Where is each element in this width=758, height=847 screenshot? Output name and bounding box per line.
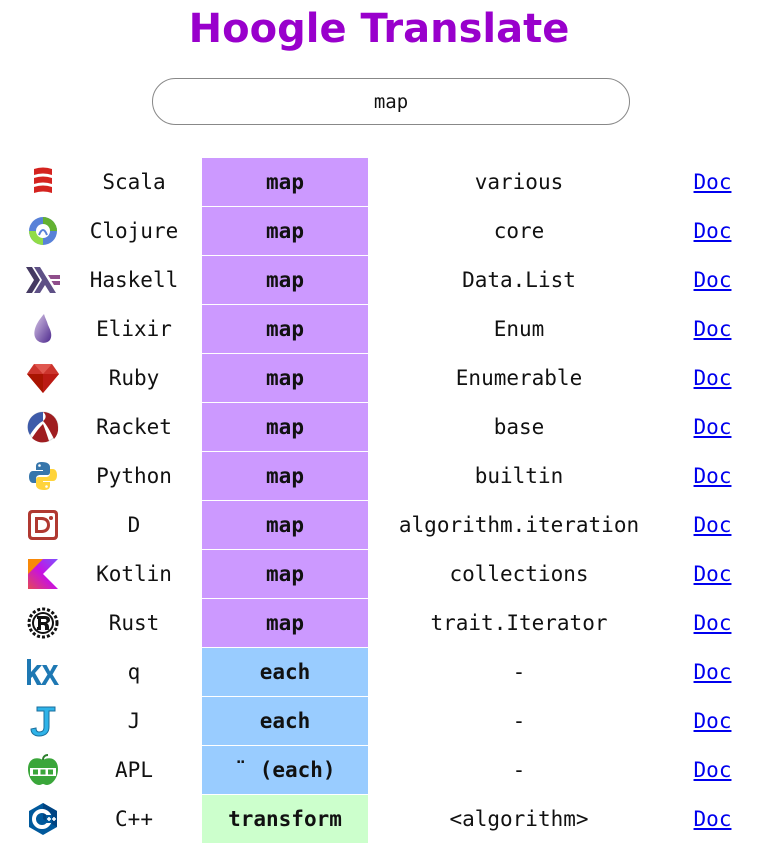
function-name: transform <box>202 794 368 844</box>
function-name: map <box>202 304 368 354</box>
language-name: Python <box>96 464 172 488</box>
language-name: q <box>127 660 141 684</box>
search-input[interactable] <box>152 78 630 125</box>
table-row: D map algorithm.iteration Doc <box>20 500 755 550</box>
language-name: Ruby <box>108 366 160 390</box>
doc-link[interactable]: Doc <box>693 807 732 831</box>
table-row: J each - Doc <box>20 696 755 746</box>
table-row: Haskell map Data.List Doc <box>20 255 755 305</box>
doc-link[interactable]: Doc <box>693 758 732 782</box>
language-name: J <box>127 709 141 733</box>
elixir-logo-icon <box>34 314 52 343</box>
doc-link[interactable]: Doc <box>693 464 732 488</box>
table-row: Python map builtin Doc <box>20 451 755 501</box>
language-name: Haskell <box>89 268 179 292</box>
module-name: core <box>493 219 545 243</box>
table-row: Racket map base Doc <box>20 402 755 452</box>
page-title: Hoogle Translate <box>188 6 570 52</box>
doc-link[interactable]: Doc <box>693 268 732 292</box>
function-name: map <box>202 549 368 599</box>
module-name: Data.List <box>462 268 576 292</box>
racket-logo-icon <box>27 411 59 443</box>
table-row: q each - Doc <box>20 647 755 697</box>
function-name: map <box>202 402 368 452</box>
function-name: map <box>202 206 368 256</box>
language-name: APL <box>115 758 153 782</box>
doc-link[interactable]: Doc <box>693 219 732 243</box>
function-name: map <box>202 353 368 403</box>
language-name: D <box>127 513 141 537</box>
doc-link[interactable]: Doc <box>693 170 732 195</box>
ruby-logo-icon <box>27 364 59 393</box>
module-name: <algorithm> <box>449 807 589 831</box>
module-name: - <box>512 660 526 684</box>
function-name: each <box>202 647 368 697</box>
module-name: - <box>512 758 526 782</box>
haskell-logo-icon <box>26 267 60 293</box>
j-logo-icon <box>30 706 56 737</box>
function-name: ¨ (each) <box>202 745 368 795</box>
doc-link[interactable]: Doc <box>693 317 732 341</box>
language-name: Elixir <box>96 317 172 341</box>
language-name: Kotlin <box>96 562 172 586</box>
module-name: - <box>512 709 526 733</box>
table-row: Elixir map Enum Doc <box>20 304 755 354</box>
table-row: Clojure map core Doc <box>20 206 755 256</box>
function-name: map <box>202 451 368 501</box>
kotlin-logo-icon <box>28 559 58 589</box>
doc-link[interactable]: Doc <box>693 709 732 733</box>
results-table: Scala map various Doc Clojure map core D… <box>20 158 755 844</box>
language-name: Scala <box>102 170 166 195</box>
language-name: C++ <box>115 807 153 831</box>
function-name: map <box>202 598 368 648</box>
table-row: Scala map various Doc <box>20 158 755 207</box>
python-logo-icon <box>29 462 57 490</box>
table-row: C++ transform <algorithm> Doc <box>20 794 755 844</box>
module-name: builtin <box>474 464 564 488</box>
table-row: Ruby map Enumerable Doc <box>20 353 755 403</box>
function-name: map <box>202 158 368 207</box>
table-row: Rust map trait.Iterator Doc <box>20 598 755 648</box>
clojure-logo-icon <box>29 217 57 245</box>
rust-logo-icon <box>27 607 59 639</box>
language-name: Rust <box>108 611 160 635</box>
language-name: Clojure <box>89 219 179 243</box>
module-name: trait.Iterator <box>430 611 608 635</box>
scala-logo-icon <box>34 167 52 194</box>
function-name: each <box>202 696 368 746</box>
doc-link[interactable]: Doc <box>693 415 732 439</box>
function-name: map <box>202 255 368 305</box>
module-name: various <box>474 170 564 195</box>
doc-link[interactable]: Doc <box>693 366 732 390</box>
doc-link[interactable]: Doc <box>693 513 732 537</box>
function-name: map <box>202 500 368 550</box>
doc-link[interactable]: Doc <box>693 660 732 684</box>
language-name: Racket <box>96 415 172 439</box>
module-name: base <box>493 415 545 439</box>
table-row: Kotlin map collections Doc <box>20 549 755 599</box>
q-kx-logo-icon <box>27 659 59 685</box>
d-logo-icon <box>28 510 58 540</box>
module-name: Enumerable <box>455 366 583 390</box>
doc-link[interactable]: Doc <box>693 562 732 586</box>
apl-logo-icon <box>28 754 58 785</box>
table-row: APL ¨ (each) - Doc <box>20 745 755 795</box>
module-name: collections <box>449 562 589 586</box>
module-name: algorithm.iteration <box>398 513 640 537</box>
module-name: Enum <box>493 317 545 341</box>
doc-link[interactable]: Doc <box>693 611 732 635</box>
cpp-logo-icon <box>29 803 57 835</box>
